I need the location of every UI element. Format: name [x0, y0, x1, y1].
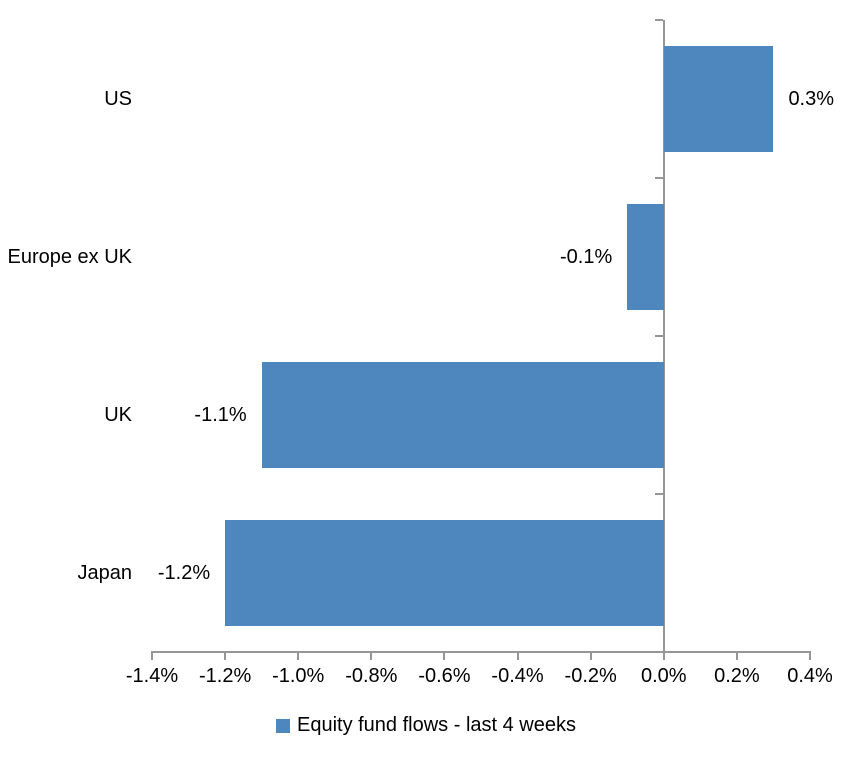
x-axis-tick — [809, 652, 811, 660]
x-axis-tick — [297, 652, 300, 660]
x-axis-tick — [735, 652, 738, 660]
bar-uk — [261, 362, 664, 468]
bar-us — [663, 46, 774, 152]
zero-axis-line — [662, 20, 665, 652]
x-axis-tick-label: -0.2% — [564, 665, 617, 687]
legend-label: Equity fund flows - last 4 weeks — [296, 714, 576, 736]
category-label: UK — [104, 404, 132, 426]
bar-japan — [225, 520, 664, 626]
legend: Equity fund flows - last 4 weeks — [0, 714, 852, 737]
category-label: Europe ex UK — [7, 246, 132, 268]
x-axis-tick — [662, 652, 665, 660]
x-axis-tick-label: 0.0% — [640, 665, 687, 687]
x-axis-tick-label: 0.2% — [714, 665, 760, 687]
x-axis-tick-label: 0.4% — [787, 665, 833, 687]
x-axis-tick — [370, 652, 373, 660]
category-label: Japan — [77, 562, 133, 584]
value-label: -1.1% — [194, 404, 247, 426]
category-label: US — [104, 88, 132, 110]
x-axis-tick-label: -0.6% — [418, 665, 471, 687]
x-axis-tick-label: -0.4% — [491, 665, 544, 687]
x-axis-tick — [224, 652, 227, 660]
category-boundary-tick — [654, 493, 663, 495]
x-axis-line — [151, 651, 811, 653]
x-axis-tick — [589, 652, 592, 660]
x-axis-tick — [151, 652, 153, 660]
x-axis-tick-label: -0.8% — [345, 665, 398, 687]
bar-europe-ex-uk — [627, 204, 664, 310]
x-axis-tick-label: -1.2% — [198, 665, 252, 687]
x-axis-tick-label: -1.4% — [125, 665, 179, 687]
category-boundary-tick — [654, 19, 663, 21]
x-axis-tick-label: -1.0% — [272, 665, 325, 687]
category-boundary-tick — [654, 335, 663, 337]
x-axis-tick — [516, 652, 519, 660]
x-axis-tick — [443, 652, 446, 660]
value-label: -1.2% — [157, 562, 211, 584]
value-label: 0.3% — [788, 88, 835, 110]
value-label: -0.1% — [559, 246, 613, 268]
category-boundary-tick — [654, 177, 663, 179]
legend-swatch-icon — [275, 718, 290, 733]
